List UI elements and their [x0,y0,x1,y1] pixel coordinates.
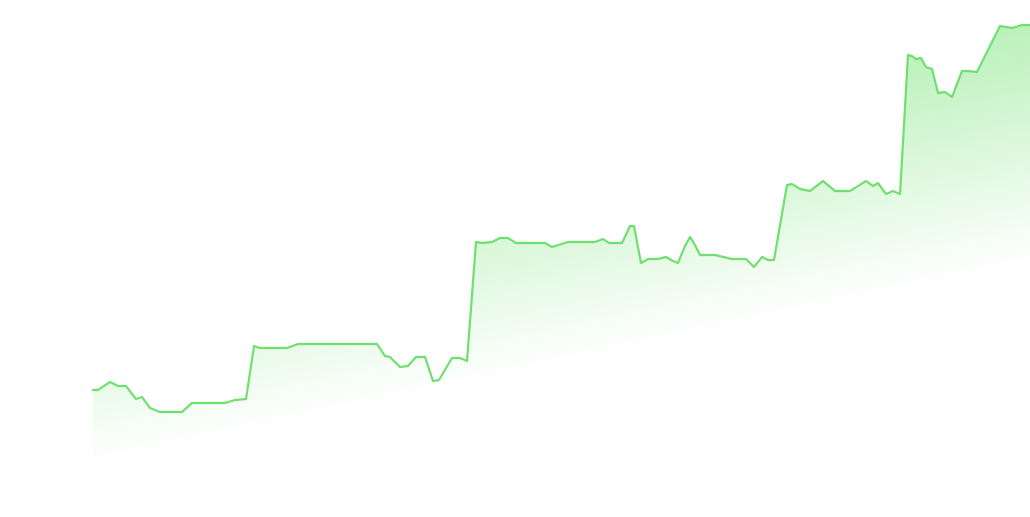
line [91,23,1030,414]
area-fill [93,25,1030,517]
